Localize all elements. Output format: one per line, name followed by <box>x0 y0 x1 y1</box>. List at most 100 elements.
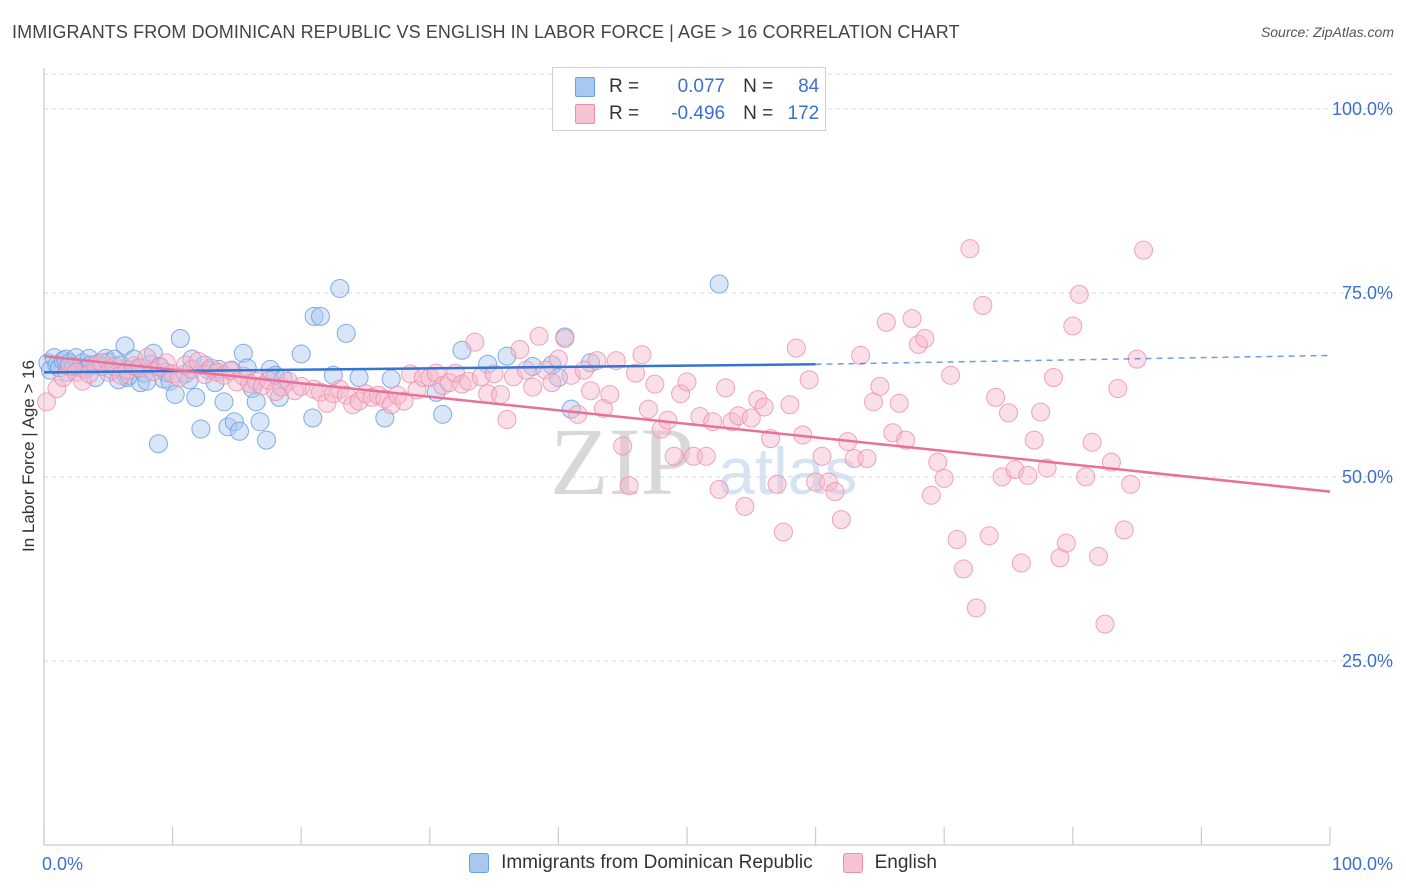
data-point-english <box>645 374 665 394</box>
legend-swatch-blue <box>575 77 595 97</box>
y-axis-label: In Labor Force | Age > 16 <box>19 360 38 552</box>
data-point-english <box>741 408 761 428</box>
data-point-english <box>626 363 646 383</box>
legend-swatch-pink <box>842 853 863 873</box>
y-tick-label: 50.0% <box>1342 467 1393 487</box>
data-point-dominican <box>218 417 238 437</box>
tick-labels: 25.0% 50.0% 75.0% 100.0% 0.0% 100.0% <box>42 99 1393 874</box>
data-point-english <box>465 332 485 352</box>
data-point-english <box>773 522 793 542</box>
data-point-dominican <box>233 343 253 363</box>
data-point-english <box>516 360 536 380</box>
stats-legend: R = 0.077 N = 84 R = -0.496 N = 172 <box>552 67 826 131</box>
legend-item-dominican[interactable]: Immigrants from Dominican Republic <box>469 852 813 874</box>
data-point-english <box>812 446 832 466</box>
data-point-english <box>986 387 1006 407</box>
data-point-english <box>632 345 652 365</box>
data-point-english <box>767 474 787 494</box>
legend-n-value: 84 <box>798 76 820 97</box>
data-point-english <box>555 329 575 349</box>
data-point-dominican <box>256 430 276 450</box>
data-point-dominican <box>381 369 401 389</box>
data-point-dominican <box>214 392 234 412</box>
data-point-english <box>1076 467 1096 487</box>
legend-n-value: 172 <box>787 103 820 124</box>
data-point-dominican <box>186 387 206 407</box>
data-point-english <box>1134 240 1154 260</box>
data-point-english <box>799 370 819 390</box>
legend-r-label: R = <box>609 76 640 97</box>
data-point-english <box>696 446 716 466</box>
data-point-english <box>876 312 896 332</box>
data-point-english <box>1108 379 1128 399</box>
trend-line-dominican-extension <box>815 354 1331 366</box>
data-point-english <box>1095 614 1115 634</box>
data-point-dominican <box>310 306 330 326</box>
data-point-dominican <box>291 344 311 364</box>
trend-line-dominican <box>43 363 816 374</box>
legend-r-value: -0.496 <box>671 103 726 124</box>
data-point-english <box>671 384 691 404</box>
data-point-english <box>1031 402 1051 422</box>
data-point-english <box>581 381 601 401</box>
trend-line-english <box>43 354 1331 493</box>
legend-item-english[interactable]: English <box>842 852 937 874</box>
data-point-english <box>253 376 273 396</box>
legend-label-english: English <box>874 852 937 873</box>
legend-n-label: N = <box>743 76 774 97</box>
source-label: Source: ZipAtlas.com <box>1260 24 1394 40</box>
data-point-english <box>748 390 768 410</box>
data-point-english <box>818 472 838 492</box>
data-point-dominican <box>330 278 350 298</box>
data-point-english <box>613 436 633 456</box>
data-point-english <box>1082 432 1102 452</box>
data-point-dominican <box>170 329 190 349</box>
data-point-dominican <box>349 368 369 388</box>
data-point-english <box>921 485 941 505</box>
data-point-english <box>780 395 800 415</box>
legend-label-dominican: Immigrants from Dominican Republic <box>501 852 813 873</box>
data-point-english <box>1121 474 1141 494</box>
data-point-english <box>915 329 935 349</box>
data-point-english <box>709 479 729 499</box>
data-point-english <box>523 377 543 397</box>
x-tick-label-min: 0.0% <box>42 854 83 874</box>
data-point-english <box>1037 458 1057 478</box>
legend-swatch-blue <box>469 853 490 873</box>
data-point-english <box>542 373 562 393</box>
data-point-english <box>336 385 356 405</box>
data-point-english <box>349 391 369 411</box>
data-point-english <box>1056 533 1076 553</box>
data-point-english <box>870 376 890 396</box>
data-point-english <box>934 468 954 488</box>
data-point-english <box>536 360 556 380</box>
axes <box>43 68 1331 846</box>
data-point-english <box>941 365 961 385</box>
data-point-dominican <box>130 373 150 393</box>
data-point-dominican <box>115 336 135 356</box>
data-point-english <box>458 371 478 391</box>
y-tick-label: 75.0% <box>1342 283 1393 303</box>
data-point-english <box>1101 452 1121 472</box>
data-point-english <box>529 326 549 346</box>
data-point-dominican <box>148 434 168 454</box>
data-point-english <box>394 391 414 411</box>
data-point-english <box>960 239 980 259</box>
data-point-english <box>947 529 967 549</box>
data-point-english <box>857 449 877 468</box>
data-point-english <box>928 452 948 472</box>
data-point-dominican <box>224 412 244 432</box>
data-point-english <box>37 392 57 412</box>
data-point-english <box>735 496 755 516</box>
data-point-english <box>1063 316 1083 336</box>
data-point-english <box>1089 546 1109 566</box>
x-tick-label-max: 100.0% <box>1332 854 1393 874</box>
data-point-english <box>587 351 607 371</box>
data-point-english <box>619 476 639 496</box>
data-point-english <box>953 559 973 579</box>
data-point-english <box>1114 520 1134 540</box>
data-point-english <box>47 379 67 399</box>
y-tick-label: 25.0% <box>1342 651 1393 671</box>
data-point-english <box>600 384 620 404</box>
